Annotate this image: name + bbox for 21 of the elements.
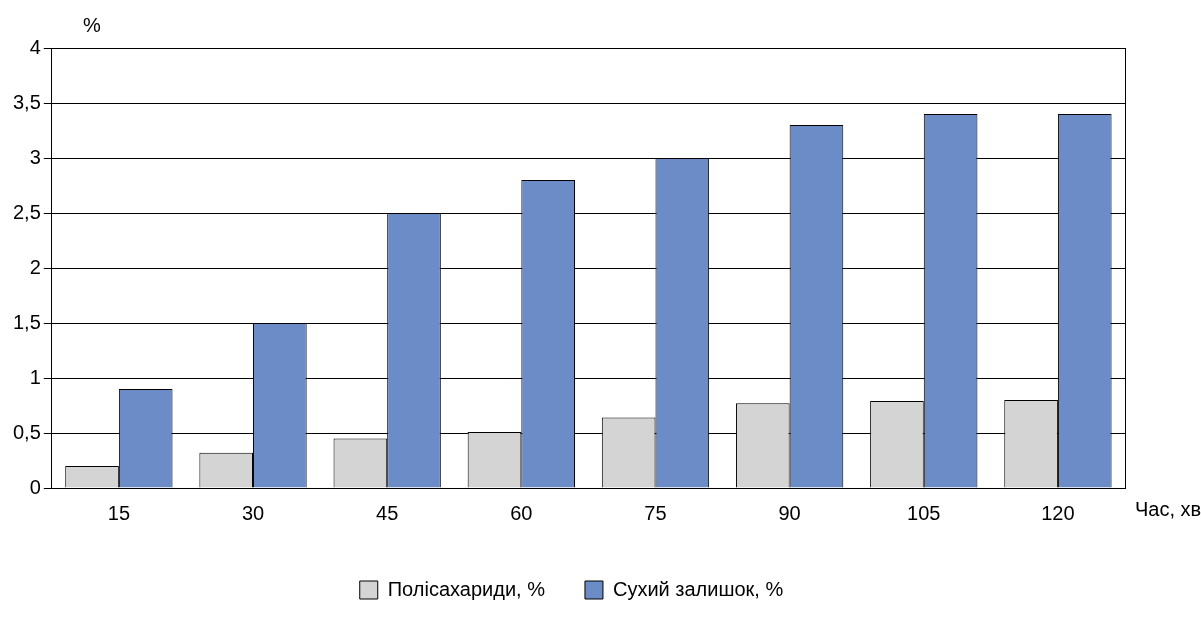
y-tick-label: 3: [29, 145, 41, 168]
y-tick-label: 1: [29, 365, 41, 388]
legend-label: Сухий залишок, %: [612, 577, 784, 600]
x-tick-label: 105: [907, 501, 941, 524]
y-tick-label: 3,5: [12, 90, 41, 113]
x-axis-title: Час, хв: [1135, 497, 1201, 520]
x-tick-label: 15: [107, 501, 130, 524]
x-tick-label: 45: [376, 501, 399, 524]
y-tick-label: 2: [29, 255, 41, 278]
y-tick-label: 0,5: [12, 420, 41, 443]
legend-label: Полісахариди, %: [387, 577, 546, 600]
x-tick-label: 75: [644, 501, 667, 524]
y-tick-label: 0: [29, 475, 41, 498]
y-tick-label: 2,5: [12, 200, 41, 223]
y-tick-label: 4: [29, 35, 41, 58]
x-tick-label: 60: [510, 501, 533, 524]
y-tick-label: 1,5: [12, 310, 41, 333]
x-tick-label: 90: [778, 501, 801, 524]
x-tick-label: 30: [241, 501, 265, 524]
x-tick-label: 120: [1041, 501, 1075, 524]
y-axis-title: %: [82, 13, 101, 36]
